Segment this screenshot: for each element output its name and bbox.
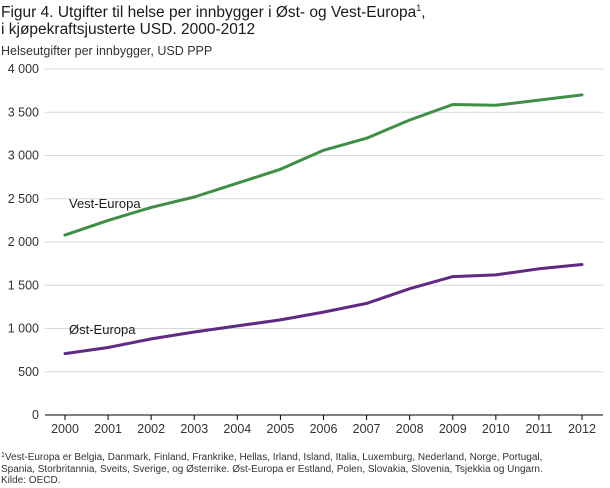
- footnote-line-2: Spania, Storbritannia, Sveits, Sverige, …: [1, 463, 543, 475]
- title-line-1-end: ,: [421, 4, 426, 21]
- x-tick-label: 2001: [94, 422, 122, 436]
- x-tick-label: 2005: [267, 422, 295, 436]
- series-line-ost-europa: [63, 263, 584, 356]
- x-tick-label: 2010: [482, 422, 510, 436]
- y-tick-label: 1 500: [8, 278, 39, 292]
- footnote-source: Kilde: OECD.: [1, 475, 61, 486]
- y-tick-label: 3 000: [8, 149, 39, 163]
- y-tick-label: 1 000: [8, 322, 39, 336]
- x-tick-label: 2007: [353, 422, 381, 436]
- x-tick-label: 2003: [180, 422, 208, 436]
- footnote: 1Vest-Europa er Belgia, Danmark, Finland…: [1, 450, 607, 487]
- y-tick-label: 500: [18, 365, 39, 379]
- series-layer: [63, 93, 584, 356]
- x-tick-label: 2011: [525, 422, 552, 436]
- x-tick-label: 2000: [51, 422, 79, 436]
- y-tick-label: 2 500: [8, 192, 39, 206]
- figure-title: Figur 4. Utgifter til helse per innbygge…: [1, 0, 607, 38]
- y-axis-label: Helseutgifter per innbygger, USD PPP: [1, 44, 213, 58]
- x-tick-label: 2002: [137, 422, 165, 436]
- title-footnote-marker: 1: [416, 3, 422, 13]
- series-label-ost-europa: Øst-Europa: [69, 322, 136, 337]
- y-tick-label: 2 000: [8, 235, 39, 249]
- axis-layer: 0 500 1 000 1 500 2 000 2 500 3 000 3 500 4 000 2…: [8, 62, 603, 436]
- label-layer: Vest-Europa Øst-Europa: [69, 196, 141, 337]
- footnote-line-1: Vest-Europa er Belgia, Danmark, Finland,…: [4, 452, 543, 463]
- x-tick-label: 2006: [310, 422, 338, 436]
- x-tick-label: 2009: [439, 422, 467, 436]
- y-tick-label: 0: [32, 408, 39, 422]
- x-tick-label: 2008: [396, 422, 424, 436]
- title-line-1: Figur 4. Utgifter til helse per innbygge…: [1, 4, 417, 21]
- grid-layer: [45, 68, 603, 373]
- x-tick-label: 2012: [568, 422, 596, 436]
- x-tick-label: 2004: [223, 422, 251, 436]
- footnote-marker: 1: [1, 452, 5, 459]
- series-line-vest-europa: [63, 93, 584, 237]
- title-line-2: i kjøpekraftsjusterte USD. 2000-2012: [1, 21, 256, 38]
- series-label-vest-europa: Vest-Europa: [69, 196, 141, 211]
- y-tick-label: 3 500: [8, 105, 39, 119]
- y-tick-label: 4 000: [8, 62, 39, 76]
